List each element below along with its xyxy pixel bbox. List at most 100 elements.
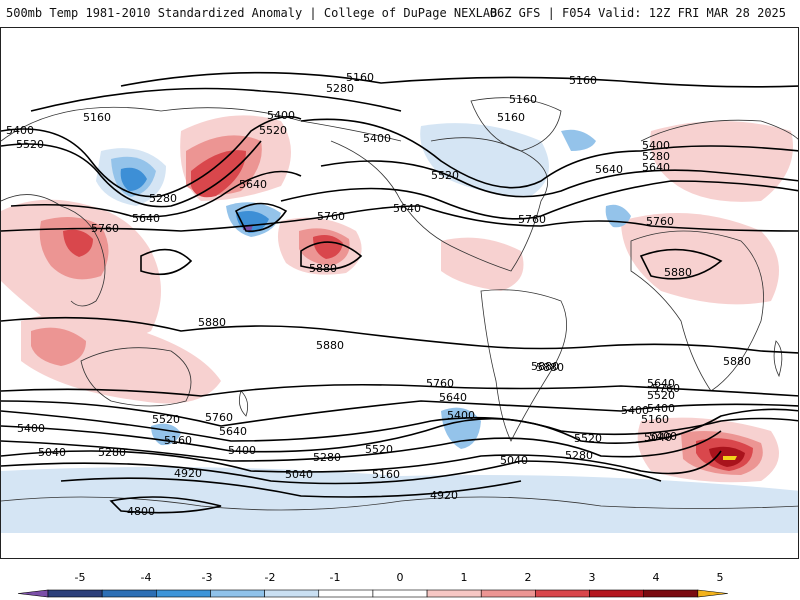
contour-labels: 5160 5160 5280 5160 5160 5400 5400 5520 … [6, 71, 751, 518]
colorbar-tick: 1 [461, 571, 468, 584]
anomaly-cool3-siberia [120, 167, 147, 191]
anomaly-warm3-asia [63, 229, 93, 257]
model-run-info: 06Z GFS | F054 Valid: 12Z FRI MAR 28 202… [489, 6, 786, 20]
contour-5520-west [1, 140, 262, 208]
coast-australia [80, 347, 192, 407]
colorbar-swatch [47, 589, 103, 598]
contour-label: 5160 [569, 74, 597, 87]
contour-label: 5760 [426, 377, 454, 390]
coast-nz [238, 390, 249, 417]
contour-label: 5400 [647, 402, 675, 415]
contour-label: 5160 [641, 413, 669, 426]
contour-label: 5640 [393, 202, 421, 215]
contour-5880-africa [639, 248, 723, 280]
contour-label: 5880 [536, 361, 564, 374]
colorbar-tick: -2 [265, 571, 276, 584]
contour-label: 5280 [149, 192, 177, 205]
contour-label: 5280 [98, 446, 126, 459]
contour-5160-north [120, 71, 798, 88]
contour-label: 5520 [574, 432, 602, 445]
contour-label: 5040 [644, 431, 672, 444]
coast-greenland [470, 97, 562, 152]
contour-label: 5640 [239, 178, 267, 191]
contour-label: 5640 [647, 377, 675, 390]
colorbar-tick: -1 [330, 571, 341, 584]
colorbar-tick: 5 [717, 571, 724, 584]
colorbar-min-arrow [17, 589, 49, 598]
contour-label: 5160 [497, 111, 525, 124]
contour-5880-nh [140, 248, 193, 276]
contour-5520-mid [320, 160, 798, 198]
anomaly-warm5-sindian [723, 456, 737, 460]
contour-4800-south [109, 496, 222, 514]
contour-label: 5760 [205, 411, 233, 424]
contour-label: 5280 [565, 449, 593, 462]
contour-label: 5160 [346, 71, 374, 84]
contour-5760-west [1, 205, 422, 232]
colorbar-tick: 0 [397, 571, 404, 584]
contour-label: 5640 [642, 161, 670, 174]
coastlines [1, 97, 798, 511]
coast-africa [630, 230, 764, 392]
colorbar-tick: -4 [141, 571, 152, 584]
contour-label: 4920 [174, 467, 202, 480]
contour-5400-mid [300, 118, 798, 189]
colorbar-max-arrow [697, 589, 728, 598]
contour-5880-sh [1, 316, 798, 354]
contour-label: 5160 [164, 434, 192, 447]
contour-label: 5520 [259, 124, 287, 137]
contour-5760-south [1, 383, 798, 397]
contour-label: 5760 [518, 213, 546, 226]
contour-5640-south [1, 400, 798, 427]
contour-5400-south [1, 408, 798, 453]
contour-label: 5760 [652, 382, 680, 395]
contour-4920-south [60, 477, 522, 498]
anomaly-warm3-kam [191, 150, 246, 198]
colorbar-swatches [17, 589, 728, 598]
anomaly-shading [1, 115, 798, 533]
contour-label: 5400 [6, 124, 34, 137]
contour-label: 5880 [198, 316, 226, 329]
colorbar-swatch [101, 589, 157, 598]
contour-5160-south [1, 450, 722, 475]
contour-label: 5160 [372, 468, 400, 481]
anomaly-colorbar: -5 -4 -3 -2 -1 0 1 2 3 4 5 [17, 571, 728, 598]
anomaly-warm-nam [441, 237, 524, 291]
colorbar-swatch [480, 589, 536, 598]
colorbar-tick: -3 [202, 571, 213, 584]
map-canvas: 5160 5160 5280 5160 5160 5400 5400 5520 … [1, 71, 798, 533]
contour-5400-west [1, 115, 302, 198]
contour-label: 5040 [38, 446, 66, 459]
coast-eurasia [1, 106, 798, 142]
coast-madagascar [773, 340, 783, 378]
anomaly-warm2-aus [31, 327, 86, 366]
contour-label: 5280 [313, 451, 341, 464]
colorbar-tick: 4 [653, 571, 660, 584]
contour-label: 5760 [646, 215, 674, 228]
contour-5760-mid [420, 205, 798, 232]
contour-label: 5520 [152, 413, 180, 426]
colorbar-swatch [589, 589, 644, 598]
colorbar-swatch [372, 589, 428, 598]
colorbar-tick: -5 [75, 571, 86, 584]
colorbar-swatch [643, 589, 699, 598]
contour-label: 5400 [267, 109, 295, 122]
contour-5640-mid [280, 180, 798, 220]
anomaly-map: 5160 5160 5280 5160 5160 5400 5400 5520 … [0, 27, 799, 559]
contour-label: 5640 [439, 391, 467, 404]
colorbar-tick: 2 [525, 571, 532, 584]
contour-label: 5400 [447, 409, 475, 422]
contour-closed-5640-pac [234, 202, 288, 232]
contour-label: 5280 [642, 150, 670, 163]
contour-label: 5040 [285, 468, 313, 481]
contour-label: 4800 [127, 505, 155, 518]
contour-label: 5400 [642, 139, 670, 152]
contour-label: 5160 [509, 93, 537, 106]
contour-label: 5760 [317, 210, 345, 223]
colorbar-swatch [318, 589, 374, 598]
contour-label: 5400 [621, 404, 649, 417]
contour-label: 5040 [500, 454, 528, 467]
contour-5640-west [10, 170, 302, 218]
colorbar-swatch [426, 589, 482, 598]
anomaly-cool-antarctic [1, 467, 798, 533]
